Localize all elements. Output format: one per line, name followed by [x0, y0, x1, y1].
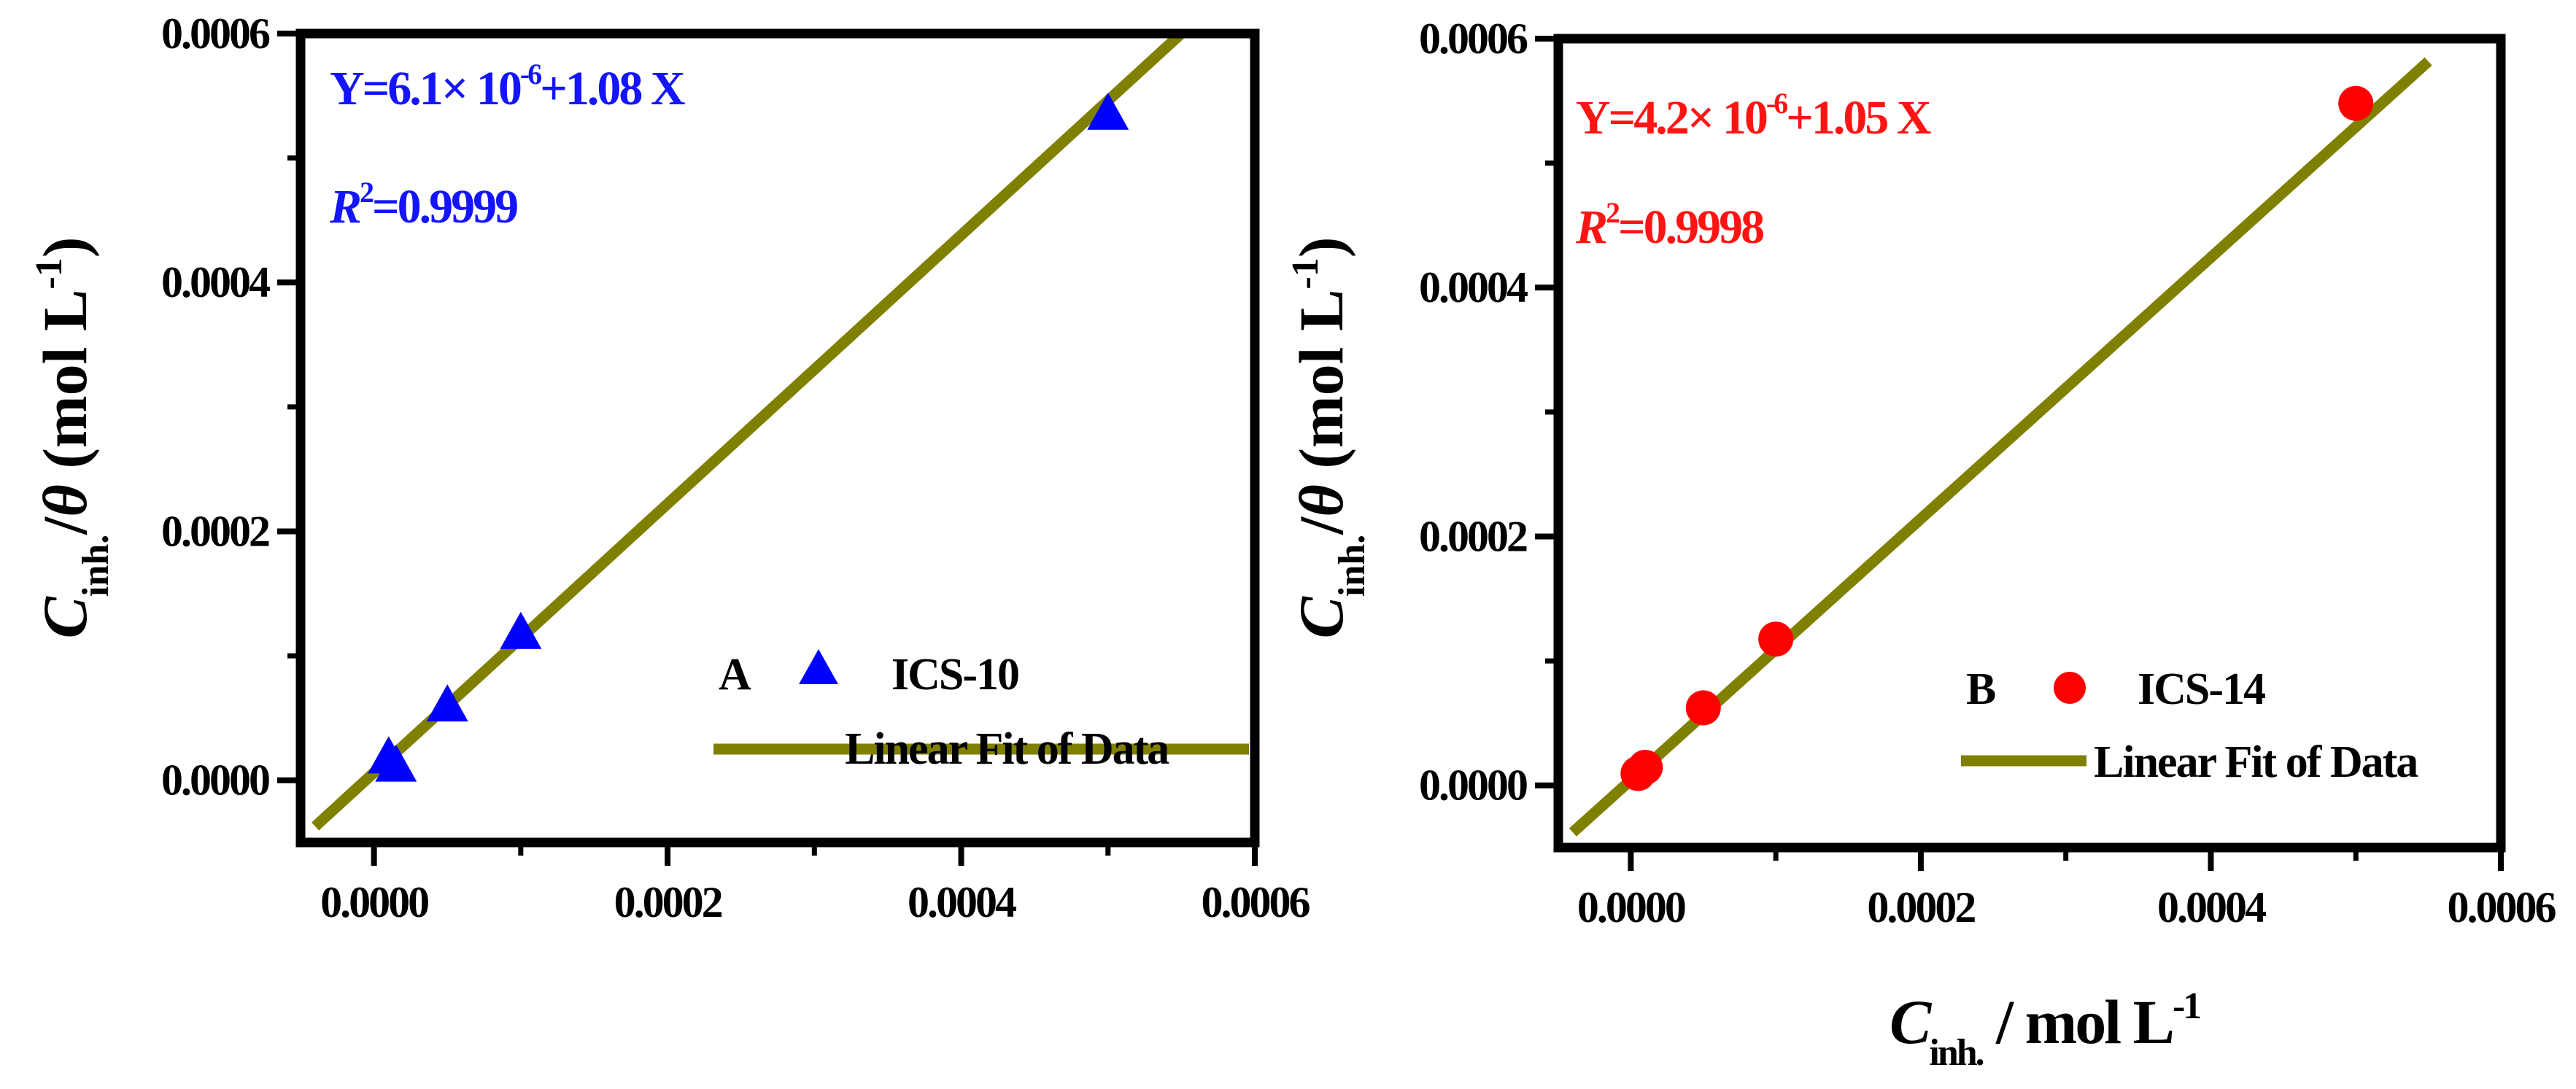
x-tick-label: 0.0000 — [320, 878, 428, 926]
y-tick-label: 0.0002 — [161, 507, 269, 555]
y-tick-label: 0.0006 — [1419, 15, 1528, 63]
plot-frame — [1553, 34, 2506, 853]
data-point — [1685, 690, 1721, 726]
r-squared: R2=0.9999 — [329, 176, 517, 233]
data-point — [375, 744, 417, 782]
data-point — [426, 684, 468, 722]
legend-marker — [799, 649, 838, 684]
x-tick-label: 0.0004 — [2157, 883, 2266, 931]
y-tick-label: 0.0006 — [161, 9, 270, 58]
fit-equation: Y=6.1× 10-6+1.08 X — [330, 58, 685, 115]
legend-series-label: ICS-14 — [2138, 664, 2265, 714]
legend-series-label: ICS-10 — [891, 650, 1018, 699]
x-tick-label: 0.0002 — [614, 878, 722, 926]
y-tick-label: 0.0004 — [1419, 263, 1528, 311]
x-axis-label: Cinh. / mol L-1 — [1890, 985, 2200, 1074]
x-tick-label: 0.0004 — [908, 878, 1016, 926]
data-point — [1758, 621, 1794, 657]
data-point — [2338, 85, 2374, 121]
data-point — [1628, 749, 1663, 785]
y-axis-label: Cinh./θ (mol L-1) — [28, 237, 117, 639]
legend-marker — [2054, 672, 2086, 704]
fit-equation: Y=4.2× 10-6+1.05 X — [1576, 87, 1931, 144]
panel-letter: A — [719, 650, 751, 699]
x-tick-label: 0.0002 — [1867, 883, 1975, 931]
y-tick-label: 0.0002 — [1419, 512, 1527, 560]
x-tick-label: 0.0006 — [2448, 883, 2556, 931]
legend-fit-label: Linear Fit of Data — [2094, 737, 2418, 787]
x-tick-label: 0.0006 — [1202, 878, 1310, 926]
y-tick-label: 0.0000 — [161, 756, 269, 805]
plot-frame — [295, 28, 1260, 848]
x-tick-label: 0.0000 — [1577, 883, 1685, 931]
panel-letter: B — [1966, 664, 1995, 714]
r-squared: R2=0.9998 — [1575, 196, 1763, 254]
y-tick-label: 0.0004 — [161, 258, 270, 306]
y-tick-label: 0.0000 — [1419, 761, 1527, 810]
legend-fit-label: Linear Fit of Data — [845, 724, 1169, 774]
fit-line — [312, 29, 1185, 831]
data-point — [1087, 92, 1129, 130]
y-axis-label: Cinh./θ (mol L-1) — [1285, 237, 1373, 639]
data-point — [500, 611, 542, 649]
chart-panel-b: 0.0000 0.0000 0.0002 0.0002 0.0004 0.0004 0.00… — [1285, 15, 2558, 1074]
chart-panel-a: 0.0000 0.0000 0.0002 0.0002 0.0004 0.0004 0.00… — [28, 9, 1312, 926]
